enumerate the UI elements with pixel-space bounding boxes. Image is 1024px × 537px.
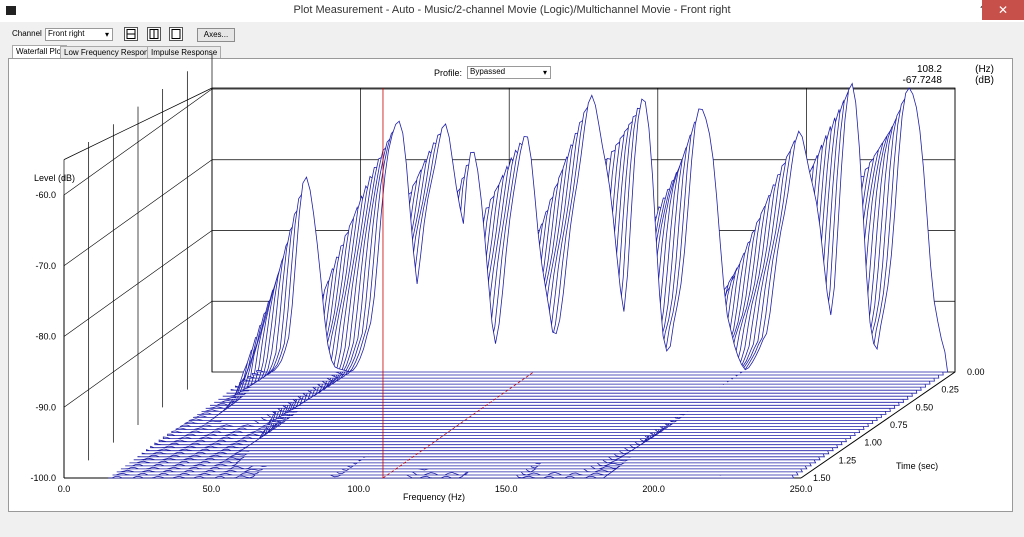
chevron-down-icon: ▾ bbox=[542, 68, 547, 77]
channel-select[interactable]: Front right ▾ bbox=[45, 28, 113, 41]
single-view-button[interactable] bbox=[169, 27, 183, 41]
z-tick-label: 0.25 bbox=[941, 385, 959, 395]
tab-impulse-response[interactable]: Impulse Response bbox=[147, 46, 222, 58]
profile-select-value: Bypassed bbox=[470, 67, 506, 76]
frequency-cursor-floor bbox=[382, 371, 534, 479]
readout-level-unit: (dB) bbox=[975, 75, 994, 86]
z-tick-label: 1.25 bbox=[839, 455, 857, 465]
axes-button[interactable]: Axes... bbox=[197, 28, 235, 42]
waterfall-slice bbox=[256, 82, 949, 373]
y-axis-label: Level (dB) bbox=[34, 173, 75, 183]
split-horizontal-icon bbox=[126, 29, 136, 39]
y-tick-label: -70.0 bbox=[35, 261, 56, 271]
channel-label: Channel bbox=[12, 29, 42, 38]
side-wall-edge bbox=[63, 87, 213, 160]
y-tick-label: -90.0 bbox=[35, 402, 56, 412]
split-horizontal-button[interactable] bbox=[124, 27, 138, 41]
single-view-icon bbox=[171, 29, 181, 39]
profile-select[interactable]: Bypassed ▾ bbox=[467, 66, 551, 79]
z-tick-label: 0.00 bbox=[967, 367, 985, 377]
y-tick-label: -60.0 bbox=[35, 190, 56, 200]
readout-frequency: 108.2 bbox=[916, 64, 942, 75]
side-wall-gridline bbox=[63, 88, 213, 196]
window-title: Plot Measurement - Auto - Music/2-channe… bbox=[293, 4, 731, 16]
side-wall-gridline bbox=[63, 301, 213, 408]
title-bar: Plot Measurement - Auto - Music/2-channe… bbox=[0, 0, 1024, 22]
x-axis-label: Frequency (Hz) bbox=[403, 492, 465, 502]
y-tick-label: -100.0 bbox=[30, 473, 56, 483]
x-tick-label: 200.0 bbox=[642, 484, 665, 494]
z-axis-label: Time (sec) bbox=[896, 461, 938, 471]
x-tick-label: 150.0 bbox=[495, 484, 518, 494]
z-tick-label: 1.50 bbox=[813, 473, 831, 483]
side-wall-gridline bbox=[63, 159, 213, 266]
z-tick-label: 0.75 bbox=[890, 420, 908, 430]
split-vertical-button[interactable] bbox=[147, 27, 161, 41]
readout-level: -67.7248 bbox=[902, 75, 942, 86]
profile-label: Profile: bbox=[434, 68, 463, 78]
x-tick-label: 100.0 bbox=[348, 484, 371, 494]
status-strip bbox=[0, 513, 1024, 537]
time-axis-line bbox=[800, 371, 956, 479]
z-tick-label: 1.00 bbox=[864, 438, 882, 448]
split-vertical-icon bbox=[149, 29, 159, 39]
chevron-down-icon: ▾ bbox=[104, 30, 109, 39]
app-icon bbox=[6, 6, 16, 15]
x-tick-label: 250.0 bbox=[790, 484, 813, 494]
z-tick-label: 0.50 bbox=[916, 402, 934, 412]
x-tick-label: 50.0 bbox=[203, 484, 221, 494]
readout-frequency-unit: (Hz) bbox=[975, 64, 994, 75]
close-button[interactable]: ✕ bbox=[982, 0, 1024, 20]
channel-select-value: Front right bbox=[48, 29, 85, 38]
x-tick-label: 0.0 bbox=[58, 484, 71, 494]
side-wall-gridline bbox=[63, 230, 213, 337]
y-tick-label: -80.0 bbox=[35, 332, 56, 342]
